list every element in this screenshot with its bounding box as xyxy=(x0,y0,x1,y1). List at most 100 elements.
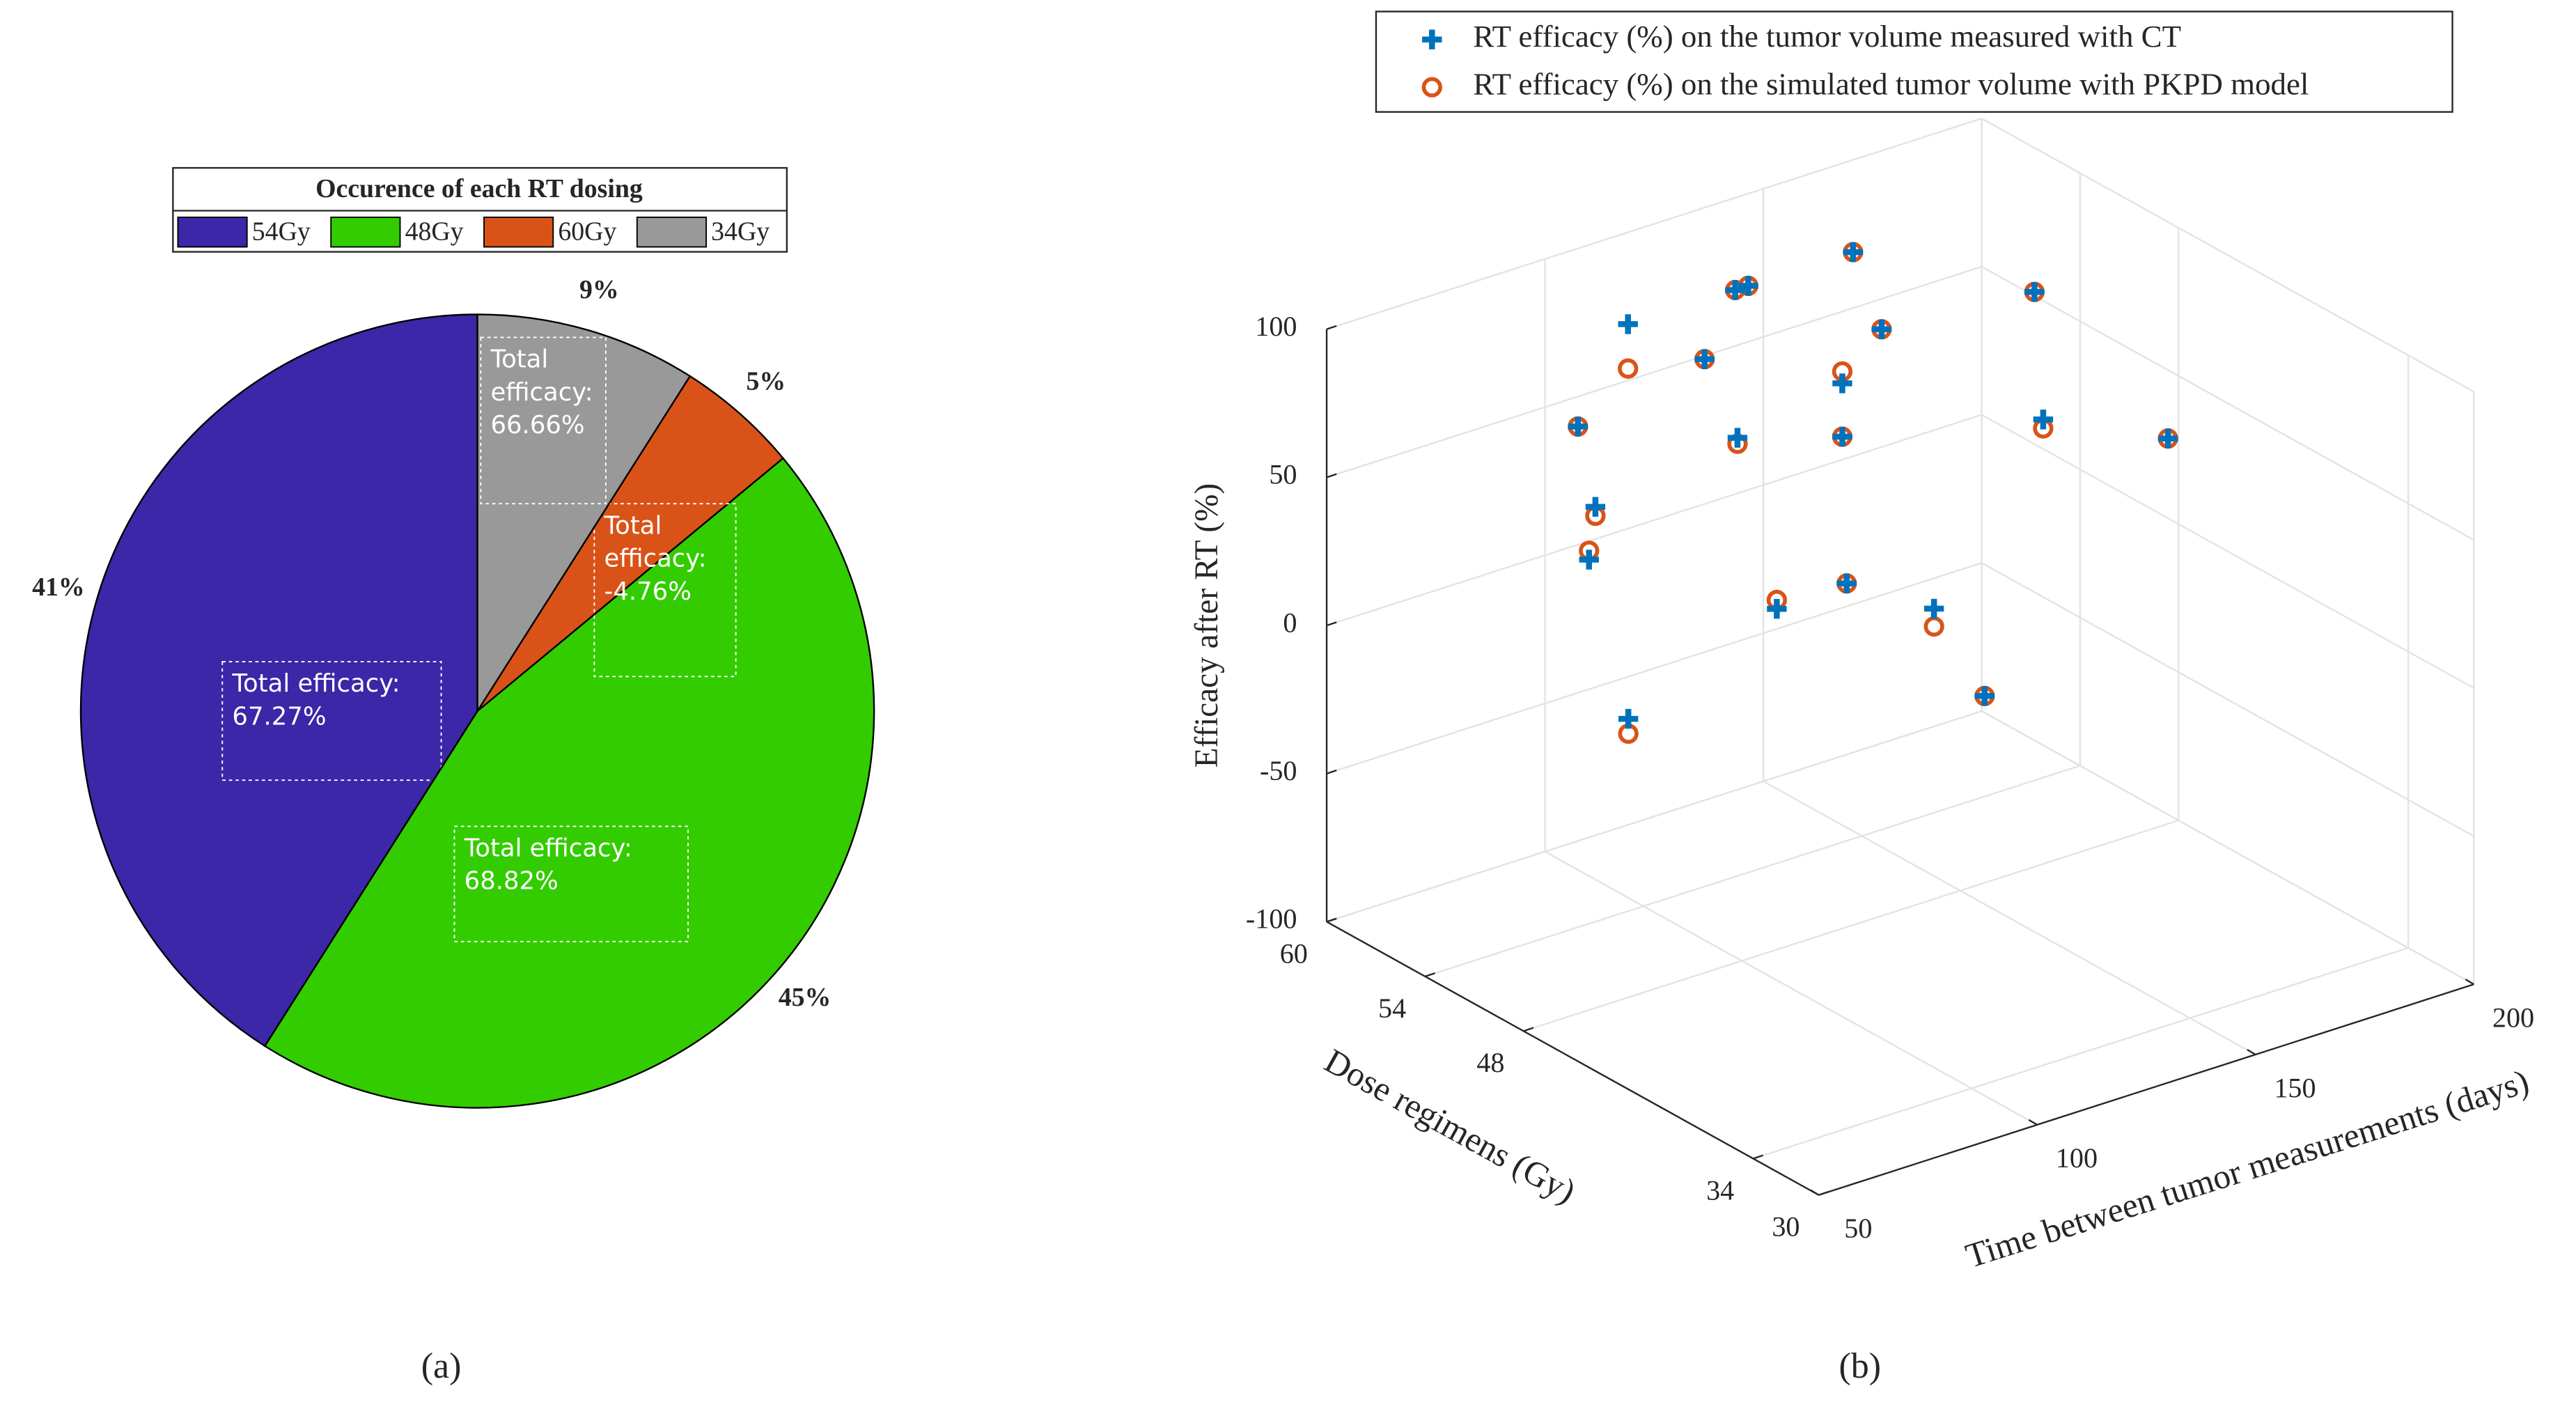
grid-line xyxy=(1326,118,1983,330)
tick-mark xyxy=(1818,1190,1829,1196)
grid-line xyxy=(1763,780,2256,1056)
legend-label: 48Gy xyxy=(405,217,464,246)
grid-line xyxy=(1523,819,2179,1032)
z-tick-label: 100 xyxy=(1255,311,1297,342)
grid-line xyxy=(1326,562,1983,774)
annotation-text: 67.27% xyxy=(232,702,326,731)
data-point xyxy=(1923,616,1944,637)
pie-slice xyxy=(79,313,478,1048)
tick-mark xyxy=(2247,1048,2256,1056)
tick-mark xyxy=(1326,769,1337,774)
annotation-text: 66.66% xyxy=(490,411,584,439)
x-tick-label: 48 xyxy=(1476,1047,1504,1078)
y-axis-label: Time between tumor measurements (days) xyxy=(1961,1062,2534,1275)
x-tick-label: 54 xyxy=(1378,992,1406,1024)
annotation-box xyxy=(480,336,607,505)
annotation-text: Total xyxy=(604,511,662,540)
x-tick-label: 30 xyxy=(1772,1211,1800,1243)
tick-mark xyxy=(1424,972,1435,978)
annotation-text: Total efficacy: xyxy=(464,834,632,862)
grid-line xyxy=(1326,265,1983,478)
data-point xyxy=(1832,426,1852,447)
grid-line xyxy=(1326,414,1983,627)
grid-line xyxy=(1425,765,2081,978)
data-point xyxy=(1585,497,1606,517)
annotation-text: efficacy: xyxy=(604,545,707,573)
percent-label: 5% xyxy=(747,367,786,396)
tick-mark xyxy=(1326,917,1337,923)
tick-mark xyxy=(2028,1119,2038,1126)
data-point xyxy=(1579,550,1599,570)
legend-marker xyxy=(1422,29,1442,49)
legend-label: 34Gy xyxy=(711,217,770,246)
annotation-box xyxy=(221,661,442,781)
z-tick-label: -100 xyxy=(1246,903,1297,935)
tick-mark xyxy=(1523,1027,1534,1032)
z-tick-label: -50 xyxy=(1260,755,1297,786)
legend-marker xyxy=(1421,77,1442,98)
grid-line xyxy=(1753,947,2409,1160)
y-tick-label: 50 xyxy=(1844,1213,1872,1244)
axis-line xyxy=(1818,983,2474,1196)
tick-mark xyxy=(1326,325,1337,330)
legend-label: 54Gy xyxy=(252,217,311,246)
x-axis-label: Dose regimens (Gy) xyxy=(1318,1041,1582,1211)
data-point xyxy=(1694,349,1715,369)
data-point xyxy=(1738,276,1758,296)
data-point xyxy=(1871,319,1892,339)
legend-label: RT efficacy (%) on the tumor volume meas… xyxy=(1473,19,2181,54)
data-point xyxy=(1974,686,1995,706)
y-tick-label: 100 xyxy=(2056,1142,2098,1174)
pie-slice xyxy=(476,313,692,715)
data-point xyxy=(1618,358,1639,379)
data-point xyxy=(1923,598,1944,619)
legend-swatch xyxy=(177,217,248,248)
legend-swatch xyxy=(636,217,708,248)
x-tick-label: 60 xyxy=(1280,937,1308,969)
legend-label: RT efficacy (%) on the simulated tumor v… xyxy=(1473,67,2309,102)
grid-line xyxy=(1544,850,2038,1126)
annotation-box xyxy=(453,825,689,942)
data-point xyxy=(1727,428,1748,448)
percent-label: 9% xyxy=(579,275,619,304)
grid-line xyxy=(1981,710,2474,986)
grid-line xyxy=(1326,710,1983,923)
annotation-text: -4.76% xyxy=(604,577,692,606)
annotation-box xyxy=(593,503,737,678)
percent-label: 45% xyxy=(779,983,832,1012)
data-point xyxy=(2024,281,2045,302)
legend-swatch xyxy=(483,217,554,248)
y-tick-label: 150 xyxy=(2274,1072,2316,1103)
data-point xyxy=(1568,417,1588,437)
pie-legend-title: Occurence of each RT dosing xyxy=(315,174,643,203)
percent-label: 41% xyxy=(32,573,85,602)
axis-line xyxy=(1326,921,1820,1196)
grid-line xyxy=(1981,414,2474,689)
data-point xyxy=(1618,314,1638,334)
grid-line xyxy=(1981,265,2474,541)
caption: (b) xyxy=(1839,1346,1881,1386)
annotation-text: efficacy: xyxy=(490,378,593,407)
scatter-legend-box xyxy=(1375,10,2453,113)
legend-label: 60Gy xyxy=(558,217,616,246)
caption: (a) xyxy=(421,1346,462,1386)
tick-mark xyxy=(1326,621,1337,627)
data-point xyxy=(1832,373,1852,394)
annotation-text: Total efficacy: xyxy=(231,669,400,698)
z-tick-label: 0 xyxy=(1283,607,1297,638)
z-tick-label: 50 xyxy=(1269,459,1297,490)
annotation-text: 68.82% xyxy=(465,867,559,896)
data-point xyxy=(2033,410,2054,430)
data-point xyxy=(1767,599,1787,619)
annotation-text: Total xyxy=(490,345,548,374)
data-point xyxy=(2157,428,2178,449)
grid-line xyxy=(1981,562,2474,837)
data-point xyxy=(1618,708,1639,729)
tick-mark xyxy=(1753,1154,1764,1160)
data-point xyxy=(1725,280,1745,300)
tick-mark xyxy=(1326,473,1337,478)
legend-swatch xyxy=(330,217,401,248)
tick-mark xyxy=(1810,1189,1820,1196)
grid-line xyxy=(1981,118,2474,393)
